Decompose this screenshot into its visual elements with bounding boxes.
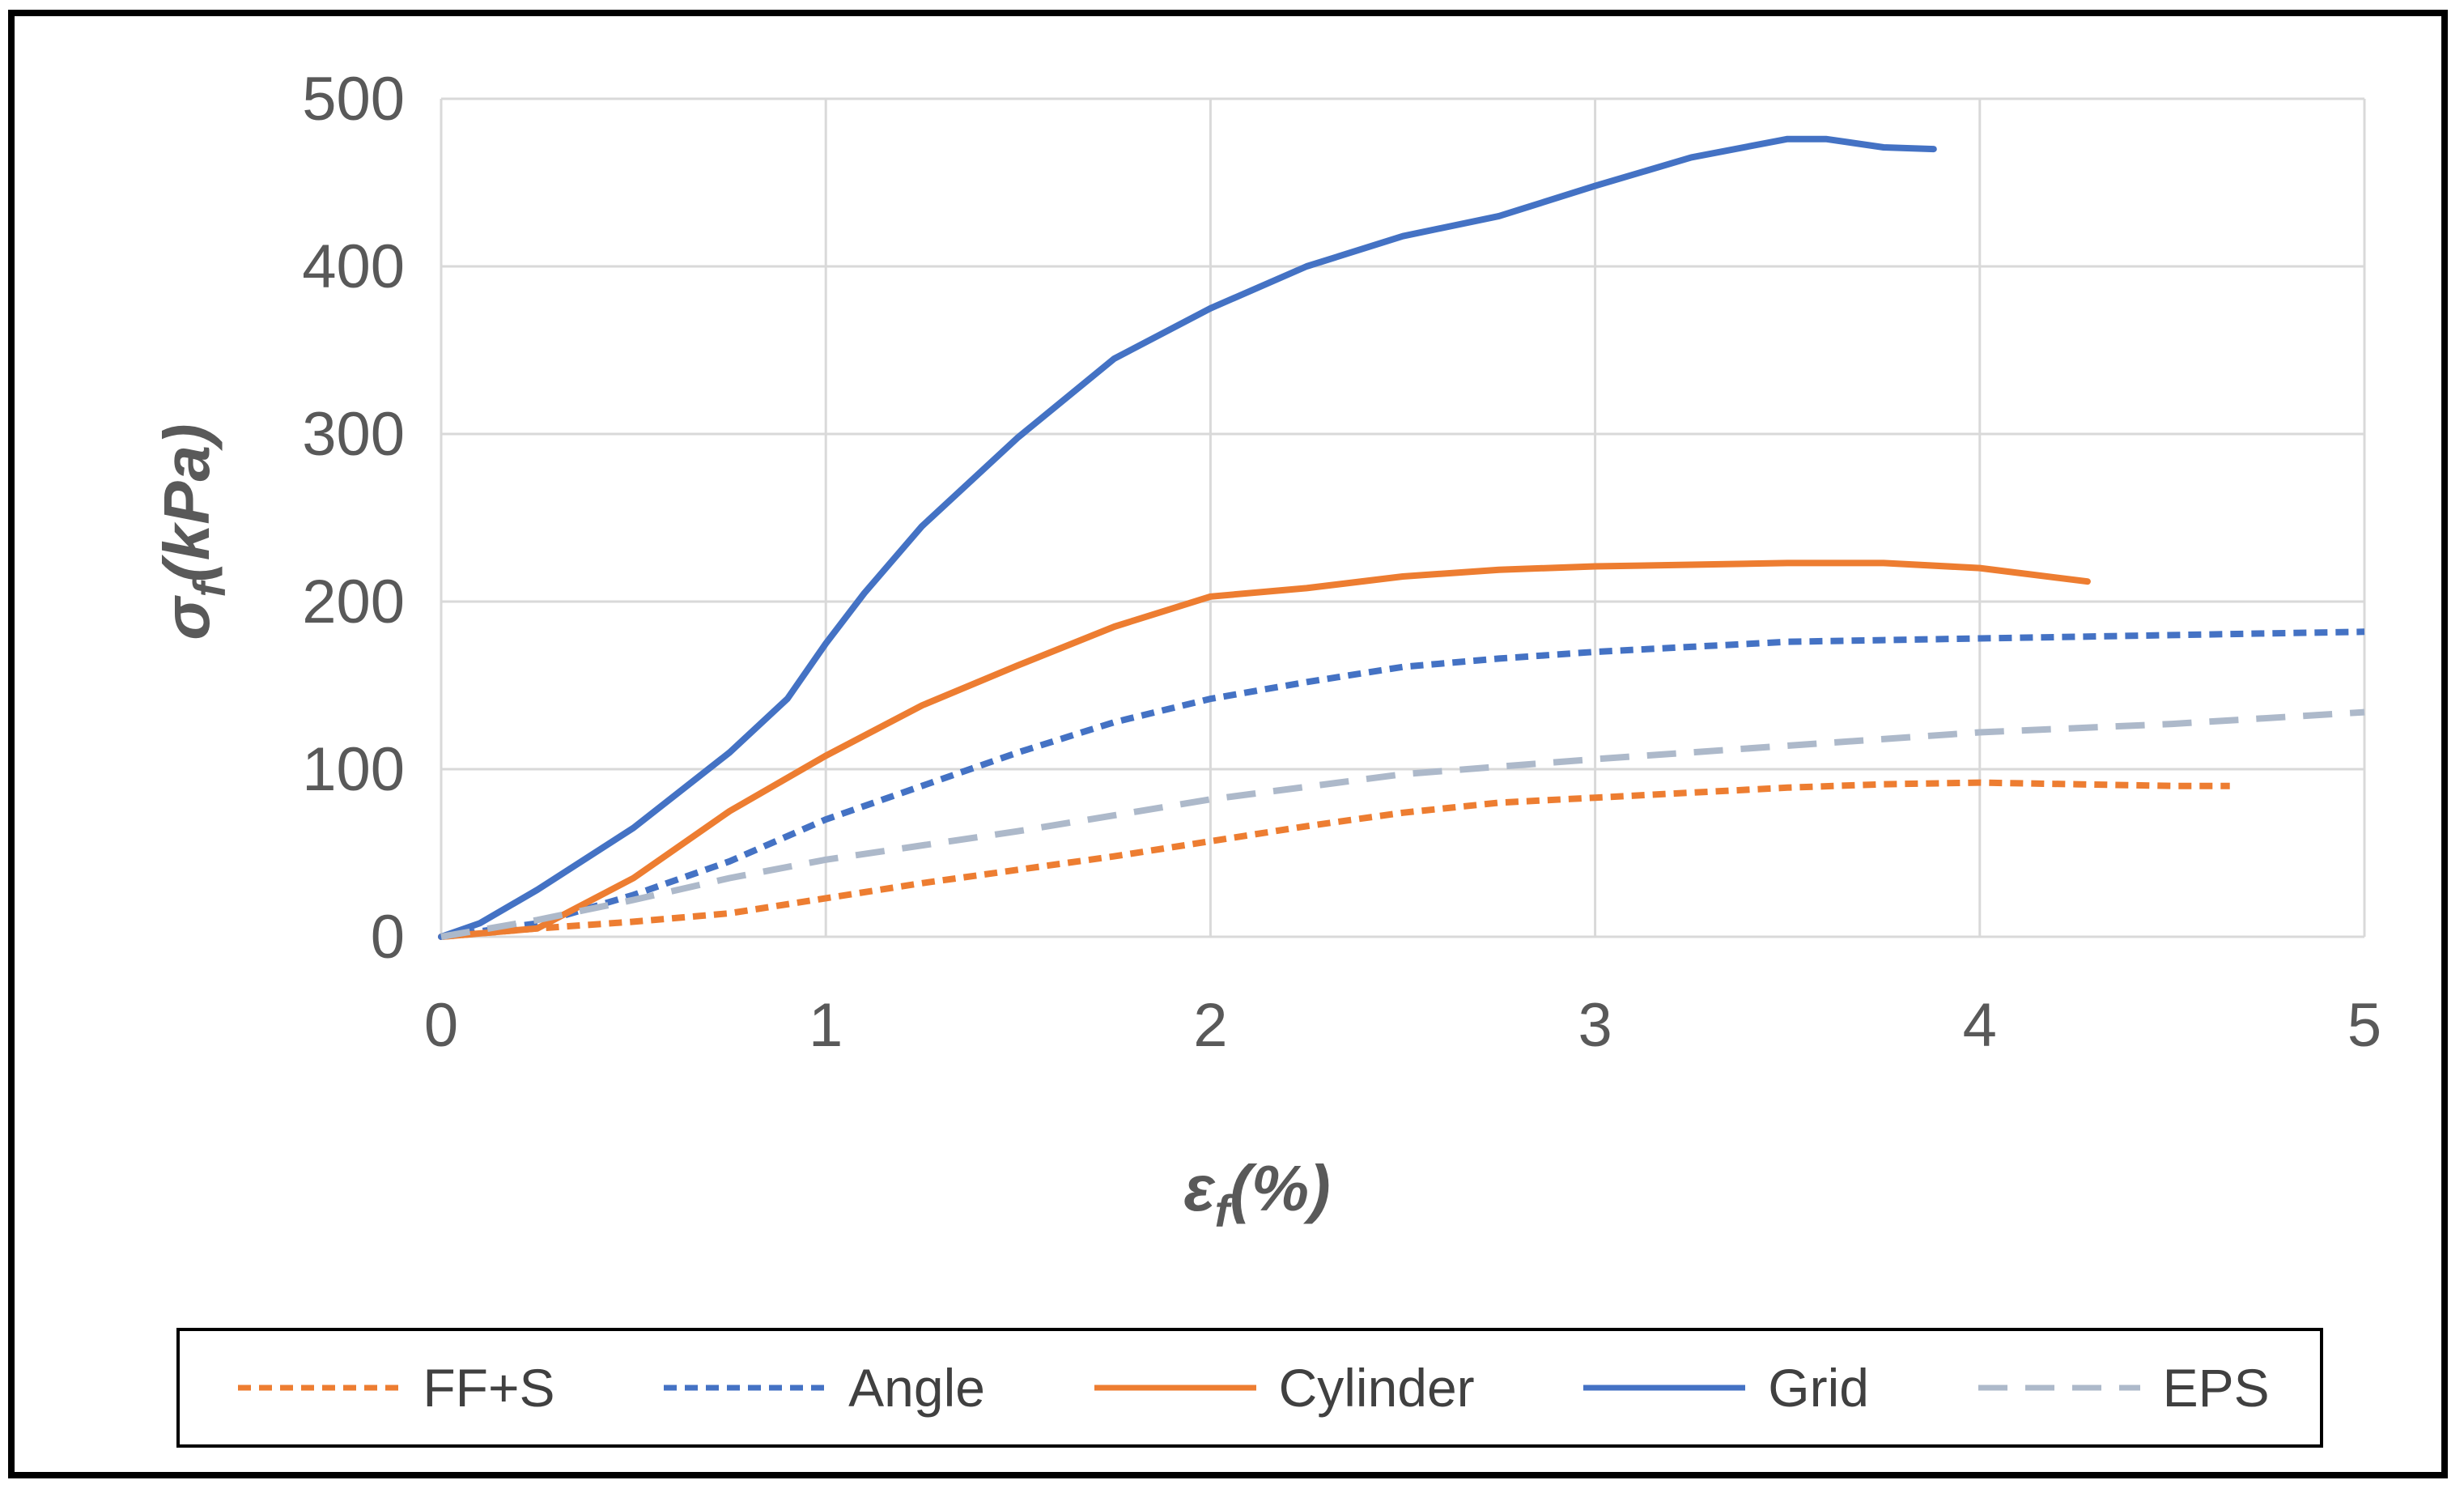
legend-item: EPS [1970,1357,2270,1419]
chart-frame: 0 100 200 300 400 500 0 1 2 3 4 5 εf(%) σf(kPa) FF+… [8,10,2448,1478]
legend-label: EPS [2162,1358,2270,1418]
chart: 0 100 200 300 400 500 0 1 2 3 4 5 εf(%) σf(kPa) [151,65,2381,1236]
legend-label: Grid [1768,1358,1869,1418]
legend-label: Angle [848,1358,985,1418]
x-axis-title: εf(%) [1183,1152,1330,1236]
series-line-angle [440,628,2365,940]
legend-item: Grid [1575,1357,1869,1419]
series-line-grid [438,135,1937,940]
gridlines [440,97,2366,938]
y-tick-label: 100 [302,735,405,804]
legend-swatch [664,1385,826,1391]
x-tick-label: 5 [2347,991,2381,1060]
tick-labels: 0 100 200 300 400 500 0 1 2 3 4 5 [302,65,2381,1060]
legend-swatch [1583,1385,1746,1391]
y-axis-title: σf(kPa) [151,423,235,640]
y-tick-label: 0 [371,903,405,972]
legend-item: FF+S [230,1357,555,1419]
series-lines [438,135,2365,940]
x-tick-label: 0 [424,991,458,1060]
legend-swatch [1978,1385,2140,1391]
y-tick-label: 500 [302,65,405,134]
x-tick-label: 1 [809,991,843,1060]
legend-swatch [238,1385,401,1391]
legend: FF+S Angle Cylinder Grid EPS [176,1328,2323,1448]
series-line-ff-s [440,779,2230,940]
legend-swatch [1094,1385,1256,1391]
x-tick-label: 4 [1963,991,1997,1060]
y-tick-label: 400 [302,232,405,301]
series-line-cylinder [438,559,2091,940]
y-tick-label: 200 [302,568,405,636]
series-line-eps [440,708,2365,940]
y-tick-label: 300 [302,400,405,469]
legend-item: Angle [656,1357,985,1419]
x-tick-label: 2 [1193,991,1227,1060]
x-tick-label: 3 [1578,991,1612,1060]
legend-label: Cylinder [1278,1358,1475,1418]
legend-label: FF+S [423,1358,555,1418]
legend-item: Cylinder [1086,1357,1475,1419]
